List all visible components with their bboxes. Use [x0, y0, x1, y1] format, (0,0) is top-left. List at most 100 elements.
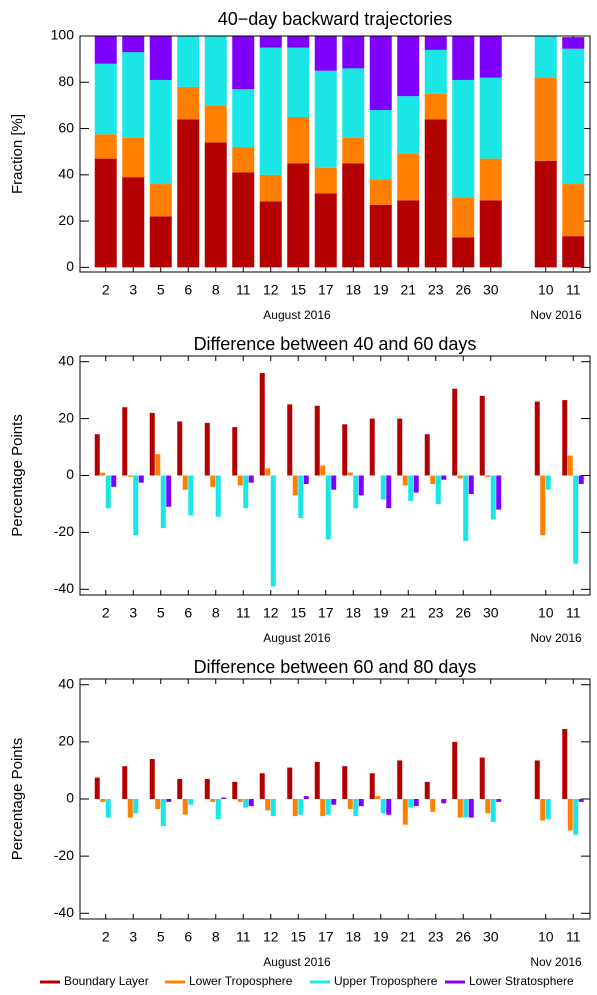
x-tick-label: 26	[455, 282, 471, 298]
bar	[540, 475, 546, 536]
bar	[237, 799, 243, 802]
x-group-label: August 2016	[263, 308, 331, 322]
bar-segment	[287, 163, 310, 268]
bar	[210, 799, 216, 802]
bar-segment	[452, 36, 475, 80]
x-tick-label: 10	[538, 282, 554, 298]
bar	[468, 475, 474, 494]
bar-segment	[397, 96, 420, 154]
x-tick-label: 8	[212, 605, 220, 621]
bar-segment	[479, 77, 502, 159]
bar-segment	[424, 49, 447, 94]
bar	[160, 799, 166, 827]
x-tick-label: 11	[236, 605, 251, 621]
bar	[287, 404, 293, 476]
bar	[204, 422, 210, 476]
bar	[94, 434, 100, 476]
bar	[578, 475, 584, 485]
bar	[353, 475, 359, 509]
bar-segment	[397, 200, 420, 268]
x-tick-label: 17	[318, 282, 334, 298]
bar	[490, 799, 496, 822]
x-tick-label: 5	[157, 929, 165, 945]
y-tick-label: 40	[58, 675, 74, 691]
bar-segment	[369, 110, 392, 180]
bar	[342, 766, 348, 799]
bar	[452, 741, 458, 799]
bar	[485, 799, 491, 814]
bar	[369, 418, 375, 476]
x-group-label: Nov 2016	[530, 631, 582, 645]
bar-segment	[479, 158, 502, 201]
x-tick-label: 17	[318, 605, 334, 621]
bar	[479, 757, 485, 799]
bar	[386, 475, 392, 509]
bar	[325, 475, 331, 540]
bar	[397, 418, 403, 476]
x-tick-label: 3	[129, 282, 137, 298]
x-tick-label: 11	[236, 282, 251, 298]
bar-segment	[452, 197, 475, 238]
bar	[259, 373, 265, 476]
bar	[210, 475, 216, 487]
bar	[215, 475, 221, 517]
legend-label: Upper Troposphere	[334, 974, 438, 988]
x-group-label: Nov 2016	[530, 955, 582, 969]
bar	[567, 799, 573, 831]
bar	[155, 799, 161, 809]
x-tick-label: 30	[483, 929, 499, 945]
bar-segment	[424, 119, 447, 268]
chart-title: Difference between 40 and 60 days	[194, 334, 477, 354]
bar	[386, 799, 392, 815]
bar	[100, 799, 106, 802]
bar-segment	[204, 36, 227, 106]
x-tick-label: 19	[373, 929, 389, 945]
bar	[430, 475, 436, 485]
bar	[292, 475, 298, 496]
bar-segment	[562, 236, 585, 268]
bar-segment	[232, 147, 255, 173]
x-tick-label: 19	[373, 605, 389, 621]
bar	[232, 781, 238, 799]
bar	[496, 475, 502, 510]
x-tick-label: 5	[157, 605, 165, 621]
bar-segment	[314, 70, 337, 168]
bar-segment	[149, 216, 172, 268]
y-axis-label: Fraction [%]	[9, 114, 26, 194]
bar-segment	[534, 77, 557, 161]
bar	[408, 475, 414, 502]
bar	[292, 799, 298, 817]
x-tick-label: 6	[184, 282, 192, 298]
bar	[435, 475, 441, 504]
bar	[105, 799, 111, 818]
bar-segment	[259, 174, 282, 202]
x-tick-label: 17	[318, 929, 334, 945]
bar-segment	[287, 47, 310, 117]
x-tick-label: 11	[566, 605, 581, 621]
bar	[567, 455, 573, 476]
y-tick-label: 20	[58, 212, 74, 228]
y-tick-label: 40	[58, 352, 74, 368]
bar	[248, 475, 254, 483]
bar	[298, 799, 304, 815]
bar-segment	[369, 204, 392, 268]
y-tick-label: 20	[58, 409, 74, 425]
bar	[303, 796, 309, 799]
x-tick-label: 11	[236, 929, 251, 945]
bar	[342, 424, 348, 476]
bar-segment	[562, 184, 585, 237]
bar	[358, 475, 364, 496]
bar	[479, 395, 485, 476]
x-tick-label: 2	[102, 929, 110, 945]
x-tick-label: 30	[483, 282, 499, 298]
x-tick-label: 5	[157, 282, 165, 298]
bar	[265, 468, 271, 476]
bar	[138, 475, 144, 483]
x-tick-label: 10	[538, 605, 554, 621]
y-tick-label: 80	[58, 73, 74, 89]
x-tick-label: 18	[345, 929, 361, 945]
bar	[177, 779, 183, 799]
bar	[325, 799, 331, 815]
x-tick-label: 11	[566, 282, 581, 298]
bar-segment	[369, 179, 392, 205]
